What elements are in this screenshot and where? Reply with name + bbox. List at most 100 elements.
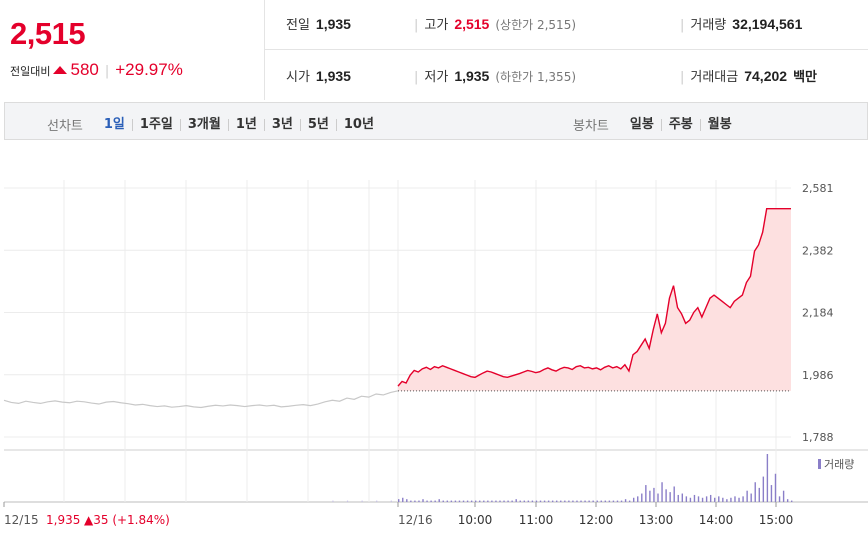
line-chart-label: 선차트 (47, 119, 83, 134)
volume-bar (543, 500, 546, 502)
volume-bar (600, 500, 602, 502)
volume-bar (531, 500, 534, 502)
volume-bar (608, 500, 611, 502)
volume-bar (653, 487, 655, 502)
x-tick-label: 12/15 (4, 513, 39, 527)
volume-bar (462, 500, 465, 502)
volume-bar (454, 500, 457, 502)
volume-bar (442, 500, 444, 502)
x-tick-label: 15:00 (759, 513, 794, 527)
volume-bar (560, 500, 562, 502)
volume-bar (693, 494, 696, 502)
low-value: 1,935 (454, 68, 490, 84)
volume-bar (410, 500, 412, 502)
tab-1y[interactable]: 1년 (229, 118, 265, 131)
volume-bar (632, 497, 635, 502)
tab-daily[interactable]: 일봉 (623, 118, 662, 131)
prev-day-line (3, 390, 399, 409)
volume-bar (376, 500, 378, 502)
volume-bar (474, 500, 477, 502)
low-cell: | 저가 1,935 (하한가 1,355) (414, 68, 577, 85)
volume-bar (762, 476, 765, 502)
volume-bar (641, 493, 643, 502)
divider (264, 49, 868, 50)
volume-bar (450, 500, 453, 502)
up-arrow-icon (53, 66, 68, 74)
volume-bar (645, 485, 647, 502)
volume-bar (438, 499, 440, 502)
high-cell: | 고가 2,515 (상한가 2,515) (414, 16, 577, 33)
volume-bar (503, 500, 505, 502)
volume-bar (722, 497, 724, 502)
x-tick-label: 11:00 (519, 513, 554, 527)
volume-bar (754, 482, 756, 502)
lower-limit: (하한가 1,355) (495, 70, 577, 84)
amount-unit: 백만 (793, 70, 817, 85)
volume-bar (750, 493, 752, 502)
tab-3m[interactable]: 3개월 (181, 118, 229, 131)
volume-bar (624, 499, 627, 502)
volume-bar (791, 500, 793, 502)
y-tick-label: 2,184 (802, 307, 834, 320)
volume-bar (778, 496, 781, 502)
change-rate: +29.97% (115, 60, 183, 79)
volume-bar (669, 492, 671, 502)
high-value: 2,515 (454, 16, 490, 32)
tab-5y[interactable]: 5년 (301, 118, 337, 131)
volume-bar (612, 500, 615, 502)
volume-bar (766, 454, 769, 502)
tab-1d[interactable]: 1일 (97, 118, 133, 131)
volume-bar (665, 489, 667, 502)
volume-bar (470, 500, 473, 502)
volume-bar (782, 490, 785, 502)
volume-bar (527, 500, 530, 502)
x-tick-label: 12:00 (579, 513, 614, 527)
volume-bar (592, 500, 594, 502)
volume-bar (661, 482, 663, 502)
volume-bar (576, 500, 578, 502)
today-line (397, 208, 791, 387)
tab-1w[interactable]: 1주일 (133, 118, 181, 131)
volume-bar (742, 496, 744, 502)
volume-bar (596, 500, 598, 502)
tab-monthly[interactable]: 월봉 (707, 116, 732, 132)
volume-bar (685, 496, 688, 502)
prev-close-label: 1,935 (46, 513, 80, 527)
open-value: 1,935 (315, 68, 351, 84)
volume-bar (430, 500, 432, 502)
volume-bar (495, 500, 497, 502)
volume-bars (332, 454, 793, 502)
volume-bar (730, 497, 732, 502)
prev-change-label: ▲35 (+1.84%) (84, 513, 170, 527)
prev-close-cell: 전일 1,935 (286, 16, 351, 33)
y-tick-label: 1,788 (802, 431, 834, 444)
volume-bar (628, 500, 631, 502)
volume-bar (697, 496, 700, 502)
quote-header: 2,515 전일대비 580 | +29.97% 전일 1,935 | 고가 2… (0, 0, 868, 100)
volume-bar (515, 499, 517, 502)
volume-bar (556, 500, 558, 502)
current-price: 2,515 (10, 16, 86, 51)
volume-bar (551, 500, 554, 502)
x-tick-label: 10:00 (458, 513, 493, 527)
volume-bar (770, 485, 773, 502)
volume-bar (705, 496, 708, 502)
volume-bar (535, 500, 538, 502)
volume-legend-swatch (818, 459, 821, 469)
tab-weekly[interactable]: 주봉 (662, 118, 701, 131)
volume-value: 32,194,561 (732, 16, 803, 32)
tab-3y[interactable]: 3년 (265, 118, 301, 131)
tab-10y[interactable]: 10년 (343, 116, 374, 132)
volume-bar (673, 486, 675, 502)
volume-bar (564, 500, 566, 502)
volume-bar (604, 500, 607, 502)
volume-bar (458, 500, 461, 502)
volume-bar (539, 500, 542, 502)
price-chart: 2,581 2,382 2,184 1,986 1,788 거래량 12/15 1,935 ▲3… (3, 180, 868, 527)
y-tick-label: 2,581 (802, 182, 834, 195)
volume-bar (786, 499, 789, 502)
volume-bar (483, 500, 485, 502)
volume-bar (332, 500, 334, 502)
volume-bar (398, 499, 400, 502)
volume-bar (466, 500, 469, 502)
